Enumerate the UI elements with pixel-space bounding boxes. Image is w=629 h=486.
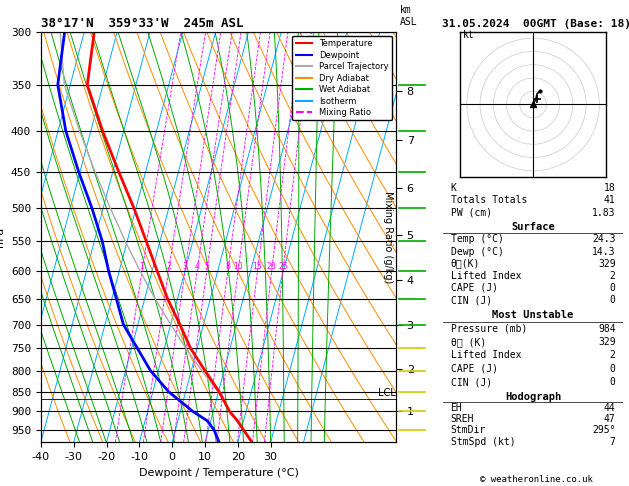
Legend: Temperature, Dewpoint, Parcel Trajectory, Dry Adiabat, Wet Adiabat, Isotherm, Mi: Temperature, Dewpoint, Parcel Trajectory… [292, 36, 392, 121]
Text: Most Unstable: Most Unstable [493, 310, 574, 320]
Text: 47: 47 [604, 414, 616, 424]
Text: Dewp (°C): Dewp (°C) [450, 246, 503, 257]
Text: Mixing Ratio (g/kg): Mixing Ratio (g/kg) [383, 191, 393, 283]
Text: 1: 1 [140, 262, 145, 271]
Text: 2: 2 [166, 262, 171, 271]
Text: Lifted Index: Lifted Index [450, 271, 521, 281]
Text: Hodograph: Hodograph [505, 392, 561, 402]
Text: 38°17'N  359°33'W  245m ASL: 38°17'N 359°33'W 245m ASL [41, 17, 243, 31]
Text: CAPE (J): CAPE (J) [450, 364, 498, 374]
Text: CIN (J): CIN (J) [450, 295, 492, 305]
X-axis label: Dewpoint / Temperature (°C): Dewpoint / Temperature (°C) [138, 468, 299, 478]
Y-axis label: hPa: hPa [0, 227, 6, 247]
Text: PW (cm): PW (cm) [450, 208, 492, 218]
Text: EH: EH [450, 403, 462, 413]
Text: 41: 41 [604, 195, 616, 206]
Text: 0: 0 [610, 283, 616, 293]
Text: θᴄ (K): θᴄ (K) [450, 337, 486, 347]
Text: LCL: LCL [379, 388, 396, 398]
Text: 10: 10 [233, 262, 243, 271]
Text: Surface: Surface [511, 222, 555, 232]
Text: Pressure (mb): Pressure (mb) [450, 324, 527, 334]
Text: 24.3: 24.3 [592, 234, 616, 244]
Text: 7: 7 [610, 436, 616, 447]
Text: StmSpd (kt): StmSpd (kt) [450, 436, 515, 447]
Text: 15: 15 [253, 262, 262, 271]
Text: Temp (°C): Temp (°C) [450, 234, 503, 244]
Text: CIN (J): CIN (J) [450, 377, 492, 387]
Text: 1.83: 1.83 [592, 208, 616, 218]
Text: 2: 2 [610, 271, 616, 281]
Text: 5: 5 [204, 262, 209, 271]
Text: 0: 0 [610, 295, 616, 305]
Text: Totals Totals: Totals Totals [450, 195, 527, 206]
Text: K: K [450, 183, 457, 193]
Text: kt: kt [463, 30, 474, 40]
Text: CAPE (J): CAPE (J) [450, 283, 498, 293]
Text: 295°: 295° [592, 425, 616, 435]
Text: 984: 984 [598, 324, 616, 334]
Text: 31.05.2024  00GMT (Base: 18): 31.05.2024 00GMT (Base: 18) [442, 19, 629, 29]
Text: 44: 44 [604, 403, 616, 413]
Text: 2: 2 [610, 350, 616, 361]
Text: SREH: SREH [450, 414, 474, 424]
Text: 18: 18 [604, 183, 616, 193]
Text: 0: 0 [610, 364, 616, 374]
Text: 329: 329 [598, 259, 616, 269]
Text: 14.3: 14.3 [592, 246, 616, 257]
Text: 4: 4 [194, 262, 199, 271]
Text: Lifted Index: Lifted Index [450, 350, 521, 361]
Text: 20: 20 [267, 262, 277, 271]
Text: © weatheronline.co.uk: © weatheronline.co.uk [480, 474, 593, 484]
Text: StmDir: StmDir [450, 425, 486, 435]
Text: km
ASL: km ASL [399, 5, 417, 27]
Text: θᴄ(K): θᴄ(K) [450, 259, 480, 269]
Text: 3: 3 [182, 262, 187, 271]
Text: 329: 329 [598, 337, 616, 347]
Text: 0: 0 [610, 377, 616, 387]
Text: 8: 8 [225, 262, 230, 271]
Text: 25: 25 [278, 262, 287, 271]
